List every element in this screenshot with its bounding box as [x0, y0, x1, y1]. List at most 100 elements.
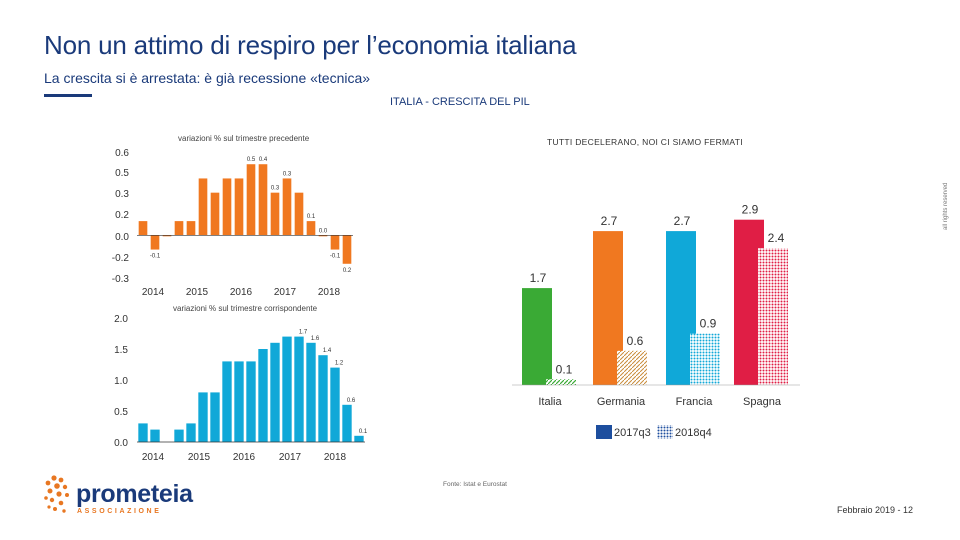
chart3-bar-2018q4 — [546, 379, 576, 385]
chart2-bar — [258, 349, 268, 442]
chart3-label-2018q4: 2.4 — [768, 231, 785, 245]
chart3-category-label: Germania — [597, 396, 646, 408]
chart2-bar — [318, 355, 328, 442]
chart2-bar — [186, 423, 196, 442]
chart1-bar — [306, 221, 316, 236]
chart2-data-label: 1.4 — [323, 348, 332, 354]
chart1-ytick-label: 0.5 — [115, 168, 129, 179]
chart1-xtick-label: 2014 — [142, 287, 165, 298]
chart1-bar — [258, 164, 268, 236]
logo-name: prometeia — [76, 480, 193, 508]
chart2-data-label: 0.1 — [359, 429, 368, 435]
chart2-bar — [138, 423, 148, 442]
chart1-bar — [234, 178, 244, 236]
chart1-bar — [198, 178, 208, 236]
chart1-ytick-label: -0.3 — [112, 274, 130, 285]
chart2-ytick-label: 0.0 — [114, 438, 128, 449]
chart2-xtick-label: 2016 — [233, 452, 256, 463]
chart2-bar — [282, 336, 292, 442]
chart2-bar — [270, 342, 280, 442]
chart1-ytick-label: 0.3 — [115, 189, 129, 200]
chart2-bar — [306, 342, 316, 442]
chart3-label-2018q4: 0.6 — [627, 334, 644, 348]
chart1-bar — [294, 192, 304, 236]
chart1-data-label: 0.1 — [307, 214, 316, 220]
logo-subtitle: ASSOCIAZIONE — [77, 508, 162, 515]
chart1-bar — [174, 221, 184, 236]
chart3-bar-2018q4 — [758, 248, 788, 385]
chart2-ytick-label: 1.0 — [114, 376, 128, 387]
chart1-bar — [210, 192, 220, 236]
chart2-xtick-label: 2014 — [142, 452, 165, 463]
chart3-label-2017q3: 1.7 — [530, 271, 547, 285]
chart1-data-label: 0.4 — [259, 157, 268, 163]
chart1-data-label: 0.0 — [319, 228, 328, 234]
chart-main-title: ITALIA - CRESCITA DEL PIL — [390, 96, 530, 108]
chart2-bar — [342, 404, 352, 442]
chart1-data-label: -0.1 — [330, 254, 341, 260]
chart1-bar — [282, 178, 292, 236]
chart2-bar — [354, 435, 364, 442]
chart3-legend-label-2017q3: 2017q3 — [614, 427, 651, 439]
chart1-bar — [342, 235, 352, 264]
chart1-data-label: 0.3 — [283, 171, 292, 177]
chart3-label-2017q3: 2.9 — [742, 203, 759, 217]
chart2-bar — [234, 361, 244, 442]
chart1-xtick-label: 2016 — [230, 287, 253, 298]
chart2-ytick-label: 0.5 — [114, 407, 128, 418]
chart2-bar — [150, 429, 160, 442]
chart3-bar-2018q4 — [690, 333, 720, 385]
chart3-bar-2018q4 — [617, 350, 647, 385]
chart2-data-label: 1.6 — [311, 336, 320, 342]
chart2-bar — [330, 367, 340, 442]
chart1-ytick-label: 0.0 — [115, 232, 129, 243]
chart2-ytick-label: 2.0 — [114, 314, 128, 325]
chart1-data-label: 0.3 — [271, 186, 280, 192]
chart2-data-label: 0.6 — [347, 398, 356, 404]
chart1-bar — [186, 221, 196, 236]
chart1-bar — [330, 235, 340, 250]
chart1-bar — [246, 164, 256, 236]
right-chart-title: TUTTI DECELERANO, NOI CI SIAMO FERMATI — [547, 137, 743, 147]
chart3-category-label: Francia — [676, 396, 714, 408]
chart2-xtick-label: 2018 — [324, 452, 347, 463]
chart1-title: variazioni % sul trimestre precedente — [178, 134, 310, 143]
chart2-xtick-label: 2017 — [279, 452, 302, 463]
chart2-xtick-label: 2015 — [188, 452, 211, 463]
chart1-data-label: 0.5 — [247, 157, 256, 163]
chart1-bar — [222, 178, 232, 236]
chart3-label-2017q3: 2.7 — [601, 214, 618, 228]
title-underline — [44, 94, 92, 97]
chart3-legend-label-2018q4: 2018q4 — [675, 427, 712, 439]
chart2-bar — [222, 361, 232, 442]
chart2-bar — [210, 392, 220, 442]
chart2-title: variazioni % sul trimestre corrispondent… — [173, 304, 318, 313]
prometeia-logo-icon — [44, 475, 69, 513]
chart1-bar — [150, 235, 160, 250]
chart3-label-2017q3: 2.7 — [674, 214, 691, 228]
page-subtitle: La crescita si è arrestata: è già recess… — [44, 70, 371, 86]
chart1-xtick-label: 2017 — [274, 287, 297, 298]
chart1-data-label: -0.1 — [150, 254, 161, 260]
chart3-category-label: Spagna — [743, 396, 782, 408]
chart1-ytick-label: -0.2 — [112, 253, 130, 264]
chart2-bar — [174, 429, 184, 442]
chart3-label-2018q4: 0.1 — [556, 362, 573, 376]
page-title: Non un attimo di respiro per l’economia … — [44, 30, 577, 60]
chart2-data-label: 1.7 — [299, 330, 308, 336]
chart1-ytick-label: 0.2 — [115, 210, 129, 221]
chart1-bar — [138, 221, 148, 236]
chart1-bar — [270, 192, 280, 236]
chart1-xtick-label: 2015 — [186, 287, 209, 298]
chart2-bar — [198, 392, 208, 442]
chart3-legend-swatch-2018q4 — [657, 425, 673, 439]
chart2-bar — [294, 336, 304, 442]
source-note: Fonte: Istat e Eurostat — [443, 481, 507, 488]
prometeia-logo: prometeia ASSOCIAZIONE — [40, 472, 230, 524]
chart1-bar — [162, 235, 172, 237]
chart1-data-label: 0.2 — [343, 268, 352, 274]
chart3-legend-swatch-2017q3 — [596, 425, 612, 439]
chart2-ytick-label: 1.5 — [114, 345, 128, 356]
chart1-bar — [318, 235, 328, 237]
